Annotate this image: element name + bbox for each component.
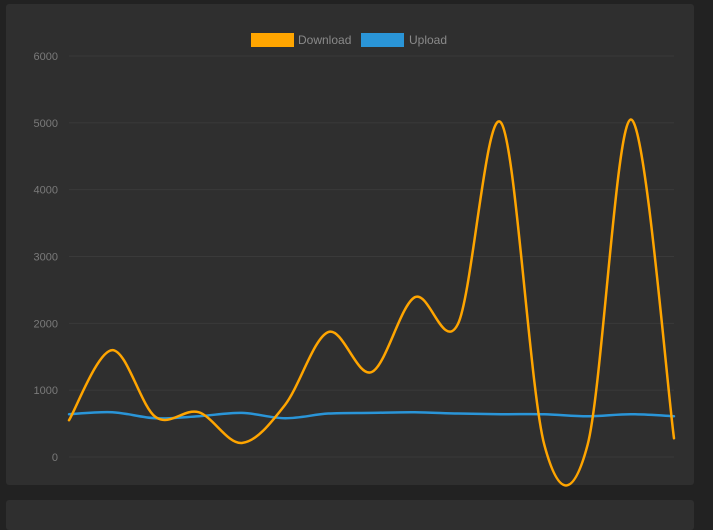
y-tick-label: 0 [52,452,58,464]
legend-swatch-upload[interactable] [361,33,404,47]
y-tick-label: 2000 [34,318,58,330]
line-chart: 0 1000 2000 3000 4000 5000 6000 Download Upload [34,33,676,487]
y-axis-ticks: 0 1000 2000 3000 4000 5000 6000 [34,51,58,464]
y-tick-label: 1000 [34,385,58,397]
y-tick-label: 5000 [34,118,58,130]
chart-panel [6,4,694,485]
legend-swatch-download[interactable] [251,33,294,47]
y-tick-label: 3000 [34,252,58,264]
y-tick-label: 4000 [34,185,58,197]
y-tick-label: 6000 [34,51,58,63]
legend: Download Upload [251,33,447,47]
series-lines [67,118,676,487]
grid-lines [69,55,674,458]
series-line-download [67,118,676,487]
series-line-upload [67,410,676,420]
legend-label-upload[interactable]: Upload [409,33,447,47]
legend-label-download[interactable]: Download [298,33,351,47]
